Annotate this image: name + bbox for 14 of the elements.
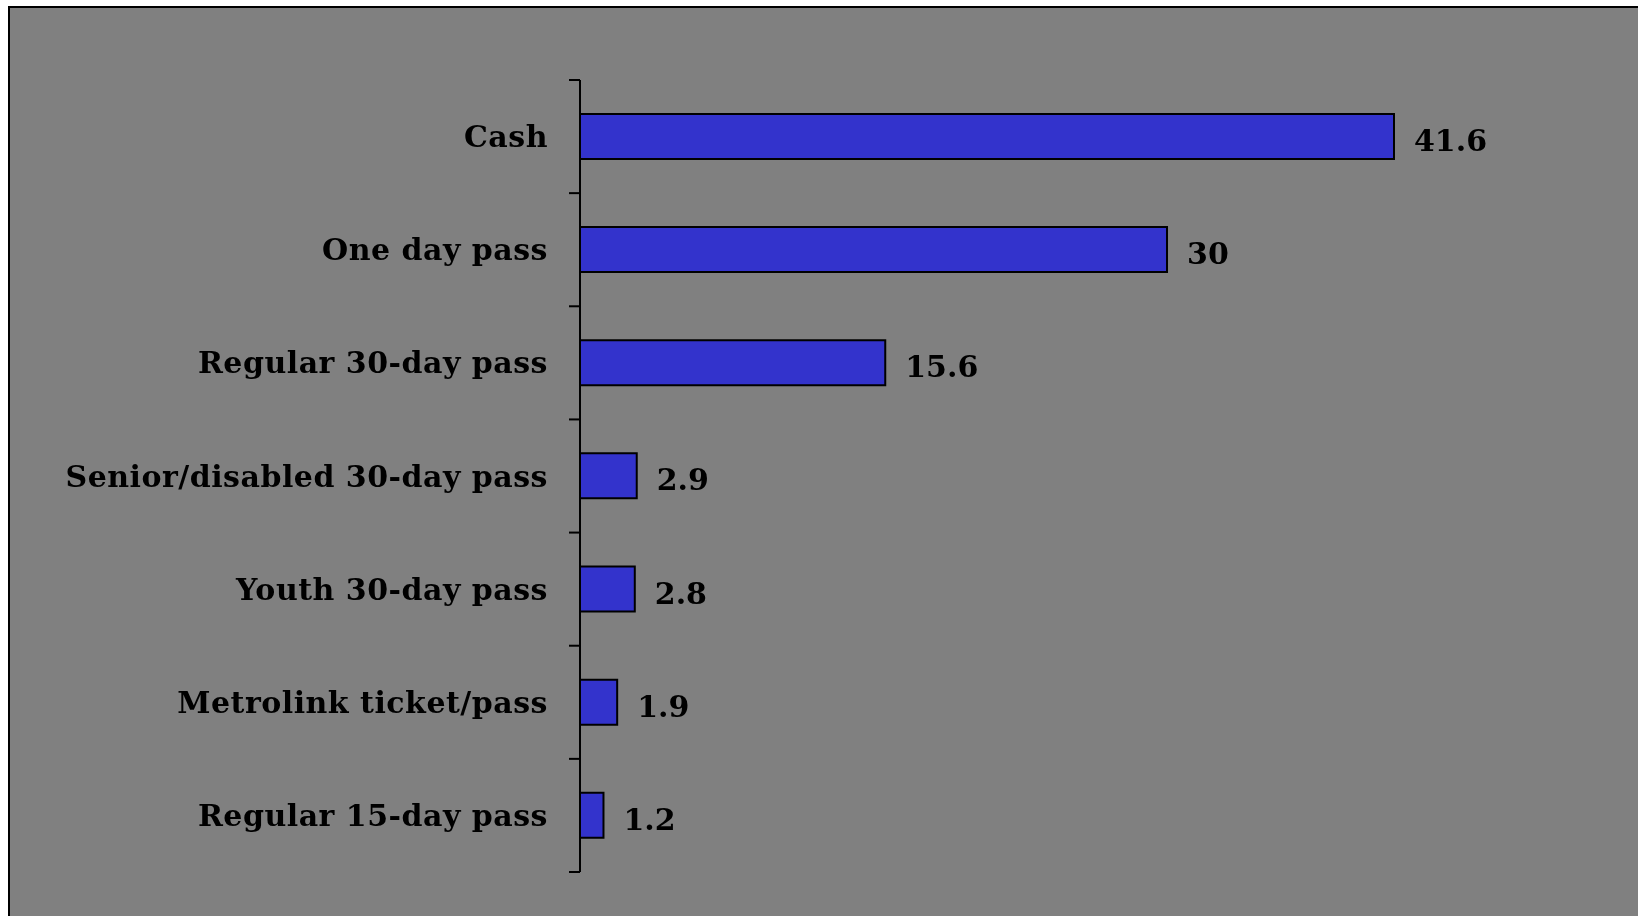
y-tick-label: Regular 15-day pass xyxy=(197,797,548,833)
data-label: 30 xyxy=(1187,236,1229,272)
data-label: 2.8 xyxy=(654,575,707,611)
y-tick-label: Metrolink ticket/pass xyxy=(177,684,548,720)
data-label: 15.6 xyxy=(905,349,979,385)
data-label: 1.2 xyxy=(623,801,676,837)
data-label: 2.9 xyxy=(656,462,709,498)
data-label: 41.6 xyxy=(1414,122,1488,158)
y-tick-label: Regular 30-day pass xyxy=(197,345,548,381)
y-tick-label: Youth 30-day pass xyxy=(235,571,548,607)
data-label: 1.9 xyxy=(637,688,690,724)
y-tick-label: Senior/disabled 30-day pass xyxy=(65,458,548,494)
y-tick-label: Cash xyxy=(463,119,548,155)
y-tick-label: One day pass xyxy=(322,232,548,268)
